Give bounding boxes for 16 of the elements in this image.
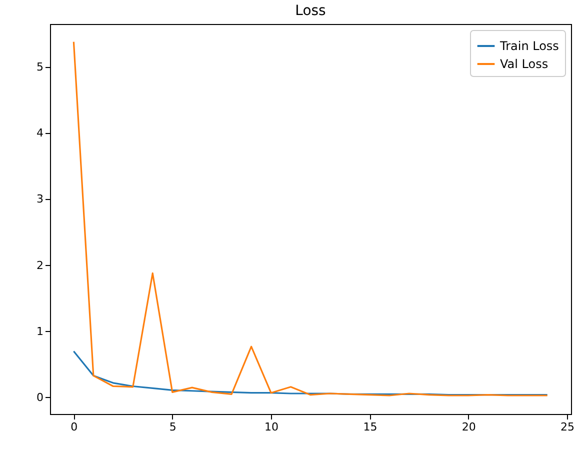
y-tick-label: 4 — [36, 126, 44, 140]
legend-label: Train Loss — [499, 39, 559, 53]
x-tick-label: 5 — [169, 420, 176, 434]
x-tick-label: 10 — [264, 420, 279, 434]
x-tick-label: 0 — [70, 420, 78, 434]
y-tick-label: 5 — [36, 60, 44, 74]
y-tick-label: 1 — [36, 324, 44, 338]
y-tick-label: 2 — [36, 258, 44, 272]
y-tick-label: 0 — [36, 390, 44, 404]
x-tick-label: 15 — [363, 420, 378, 434]
legend-label: Val Loss — [500, 57, 548, 71]
y-tick-label: 3 — [36, 192, 44, 206]
x-tick-label: 25 — [560, 420, 575, 434]
line-series — [72, 350, 548, 396]
chart-title: Loss — [295, 3, 326, 19]
x-tick-label: 20 — [462, 420, 476, 434]
